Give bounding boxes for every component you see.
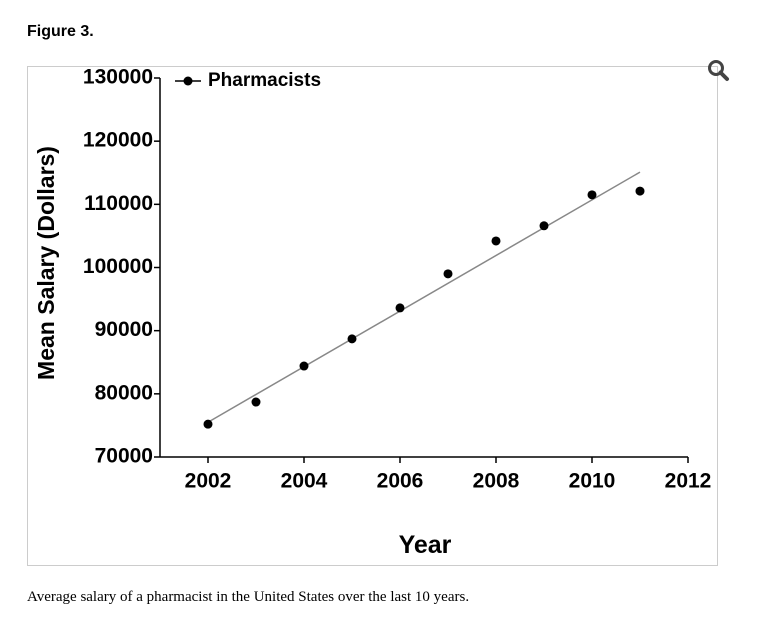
data-point xyxy=(299,361,309,371)
figure-title: Figure 3. xyxy=(27,23,94,40)
trend-line xyxy=(207,171,641,423)
x-tick-label: 2006 xyxy=(377,470,424,493)
y-tick-label: 90000 xyxy=(95,318,153,341)
data-point xyxy=(203,419,213,429)
y-tick-label: 70000 xyxy=(95,445,153,468)
data-point xyxy=(491,236,501,246)
y-tick-label: 80000 xyxy=(95,381,153,404)
data-point xyxy=(635,186,645,196)
legend-marker xyxy=(183,76,193,86)
x-tick-label: 2010 xyxy=(569,470,616,493)
y-tick-label: 100000 xyxy=(83,255,153,278)
data-point xyxy=(347,334,357,344)
data-point xyxy=(539,221,549,231)
y-tick-label: 130000 xyxy=(83,66,153,89)
y-tick-label: 120000 xyxy=(83,129,153,152)
data-point xyxy=(395,303,405,313)
x-tick-label: 2004 xyxy=(281,470,328,493)
x-tick-label: 2002 xyxy=(185,470,232,493)
legend-label: Pharmacists xyxy=(208,70,321,91)
data-point xyxy=(251,397,261,407)
x-tick-label: 2008 xyxy=(473,470,520,493)
x-axis-label: Year xyxy=(399,531,452,559)
caption: Average salary of a pharmacist in the Un… xyxy=(27,589,469,605)
figure-frame xyxy=(27,66,718,566)
data-point xyxy=(443,269,453,279)
zoom-icon[interactable] xyxy=(708,60,729,81)
y-axis-label: Mean Salary (Dollars) xyxy=(33,146,59,380)
y-tick-label: 110000 xyxy=(84,192,153,215)
data-point xyxy=(587,190,597,200)
x-tick-label: 2012 xyxy=(665,470,712,493)
